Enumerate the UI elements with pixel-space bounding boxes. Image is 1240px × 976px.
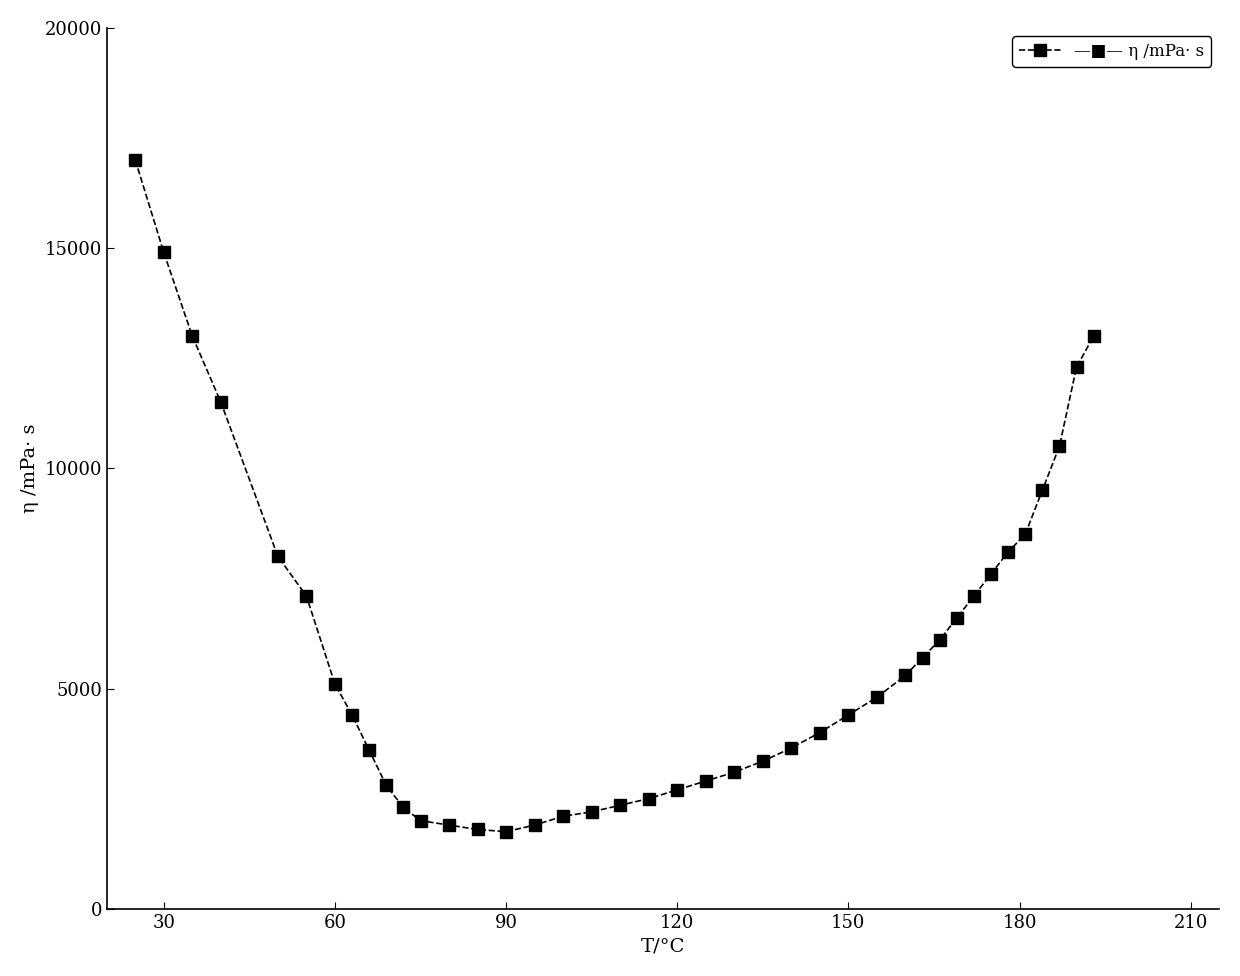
—■— η /mPa· s [441, 819, 456, 831]
—■— η /mPa· s [299, 590, 314, 602]
—■— η /mPa· s [345, 710, 360, 721]
—■— η /mPa· s [470, 824, 485, 835]
—■— η /mPa· s [213, 396, 228, 408]
—■— η /mPa· s [1001, 547, 1016, 558]
—■— η /mPa· s [698, 775, 713, 787]
—■— η /mPa· s [396, 801, 410, 813]
—■— η /mPa· s [812, 727, 827, 739]
—■— η /mPa· s [755, 755, 770, 767]
—■— η /mPa· s [932, 634, 947, 646]
—■— η /mPa· s [1086, 330, 1101, 342]
—■— η /mPa· s [362, 745, 377, 756]
—■— η /mPa· s [327, 678, 342, 690]
—■— η /mPa· s [584, 806, 599, 818]
—■— η /mPa· s [641, 793, 656, 804]
—■— η /mPa· s [379, 780, 394, 792]
—■— η /mPa· s [613, 799, 627, 811]
—■— η /mPa· s [527, 819, 542, 831]
—■— η /mPa· s [898, 670, 913, 681]
—■— η /mPa· s [1035, 484, 1050, 496]
—■— η /mPa· s [1069, 361, 1084, 373]
—■— η /mPa· s [841, 710, 856, 721]
—■— η /mPa· s [727, 766, 742, 778]
—■— η /mPa· s [869, 691, 884, 703]
X-axis label: T/°C: T/°C [641, 937, 686, 956]
Y-axis label: η /mPa· s: η /mPa· s [21, 424, 38, 513]
—■— η /mPa· s [556, 810, 570, 822]
—■— η /mPa· s [983, 568, 998, 580]
—■— η /mPa· s [1052, 440, 1066, 452]
Line: —■— η /mPa· s: —■— η /mPa· s [129, 154, 1100, 838]
—■— η /mPa· s [156, 247, 171, 259]
Legend: —■— η /mPa· s: —■— η /mPa· s [1012, 36, 1210, 66]
—■— η /mPa· s [498, 826, 513, 837]
—■— η /mPa· s [1018, 529, 1033, 541]
—■— η /mPa· s [128, 154, 143, 166]
—■— η /mPa· s [915, 652, 930, 664]
—■— η /mPa· s [413, 815, 428, 827]
—■— η /mPa· s [270, 550, 285, 562]
—■— η /mPa· s [950, 612, 965, 624]
—■— η /mPa· s [784, 742, 799, 753]
—■— η /mPa· s [966, 590, 981, 602]
—■— η /mPa· s [185, 330, 200, 342]
—■— η /mPa· s [670, 784, 684, 795]
